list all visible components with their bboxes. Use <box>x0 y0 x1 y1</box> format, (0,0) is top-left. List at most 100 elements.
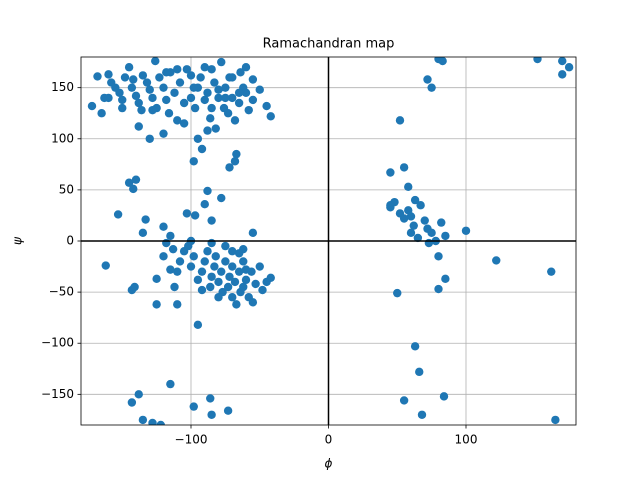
point <box>168 244 178 254</box>
point <box>234 88 244 97</box>
point <box>206 282 215 292</box>
point <box>207 238 216 248</box>
point <box>230 277 240 287</box>
x-axis-label: ϕ <box>325 457 333 471</box>
point <box>145 85 154 94</box>
point <box>251 279 260 289</box>
point <box>230 116 240 125</box>
point <box>232 149 241 159</box>
point <box>228 262 237 271</box>
point <box>210 78 219 87</box>
point <box>234 249 244 258</box>
point <box>124 178 134 187</box>
point <box>145 134 154 143</box>
point <box>395 116 405 125</box>
point <box>118 103 127 113</box>
point <box>193 134 203 143</box>
point <box>152 274 161 284</box>
x-tick-label: 100 <box>455 433 478 447</box>
point <box>193 275 203 285</box>
point <box>461 226 471 235</box>
point <box>438 57 447 66</box>
y-tick-label: 100 <box>51 131 74 145</box>
point <box>189 83 198 92</box>
point <box>217 57 226 67</box>
point <box>207 272 216 281</box>
point <box>138 71 148 80</box>
point <box>203 247 212 256</box>
point <box>399 214 409 223</box>
y-tick-label: 0 <box>66 234 74 248</box>
point <box>142 78 152 87</box>
point <box>427 228 436 238</box>
axes-frame <box>80 56 577 426</box>
point <box>248 228 258 238</box>
point <box>228 247 237 256</box>
plot-area <box>87 57 574 425</box>
point <box>173 116 182 125</box>
point <box>113 210 123 219</box>
point <box>130 282 139 292</box>
point <box>551 415 560 425</box>
y-tick-label: −150 <box>41 387 74 401</box>
point <box>404 182 413 192</box>
point <box>221 241 230 251</box>
point <box>386 168 395 177</box>
point <box>217 193 226 203</box>
chart-title: Ramachandran map <box>263 37 395 52</box>
point <box>203 88 212 97</box>
point <box>206 114 215 123</box>
point <box>239 282 248 292</box>
point <box>217 267 226 276</box>
point <box>159 83 168 92</box>
point <box>173 65 182 74</box>
point <box>228 73 237 82</box>
point <box>258 285 267 295</box>
point <box>186 71 196 80</box>
point <box>214 93 223 103</box>
point <box>248 75 258 84</box>
point <box>137 105 146 115</box>
point <box>124 63 134 72</box>
point <box>159 129 168 138</box>
point <box>200 200 209 209</box>
point <box>151 57 160 66</box>
point <box>196 73 205 82</box>
point <box>232 300 241 309</box>
point <box>416 201 425 210</box>
point <box>239 257 248 266</box>
point <box>241 275 251 285</box>
point <box>406 212 416 221</box>
point <box>423 75 432 84</box>
point <box>138 228 148 238</box>
point <box>175 257 185 266</box>
point <box>211 252 220 261</box>
point <box>129 184 138 194</box>
point <box>417 410 427 419</box>
point <box>127 83 137 92</box>
point <box>415 367 424 377</box>
point <box>210 262 219 271</box>
point <box>439 392 449 401</box>
point <box>255 85 264 94</box>
point <box>228 293 237 302</box>
point <box>190 211 200 220</box>
y-tick-label: 50 <box>59 182 74 196</box>
point <box>162 68 171 77</box>
point <box>434 284 443 294</box>
point <box>492 256 501 265</box>
point <box>558 70 567 79</box>
point <box>409 221 418 230</box>
point <box>87 101 97 111</box>
point <box>241 265 251 274</box>
point <box>564 63 574 72</box>
point <box>441 231 450 241</box>
point <box>189 402 198 411</box>
point <box>186 262 196 271</box>
point <box>558 57 567 66</box>
point <box>386 201 395 210</box>
point <box>179 98 189 108</box>
point <box>166 265 175 274</box>
